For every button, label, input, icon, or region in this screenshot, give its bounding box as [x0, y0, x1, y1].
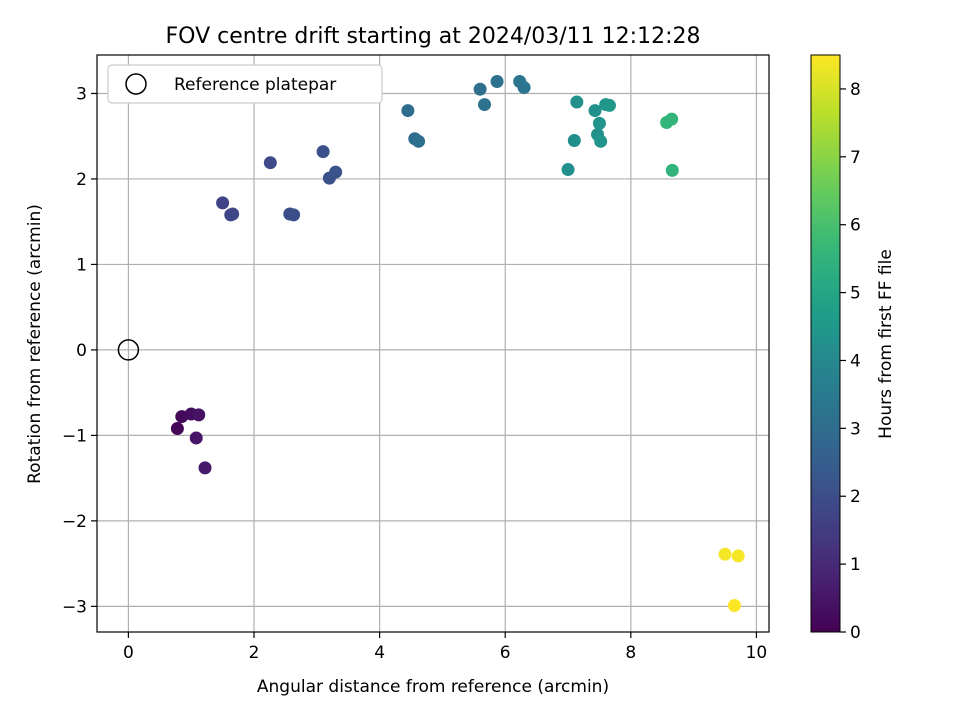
data-point	[665, 163, 679, 177]
y-tick-label: −2	[62, 512, 87, 532]
colorbar-tick-label: 4	[850, 351, 861, 371]
legend-reference-marker	[125, 73, 147, 95]
y-tick-label: 2	[76, 170, 87, 190]
y-tick-label: 0	[76, 341, 87, 361]
data-point	[718, 547, 732, 561]
data-point	[567, 133, 581, 147]
legend-reference-label: Reference platepar	[174, 75, 336, 95]
y-axis-label: Rotation from reference (arcmin)	[25, 204, 45, 484]
data-point	[192, 408, 206, 422]
colorbar-tick-label: 0	[850, 623, 861, 643]
x-tick-label: 4	[374, 643, 385, 663]
reference-marker-group	[117, 339, 140, 361]
legend-box	[107, 64, 383, 104]
chart-title: FOV centre drift starting at 2024/03/11 …	[166, 24, 701, 49]
data-point	[170, 422, 184, 436]
data-point	[263, 156, 277, 170]
y-tick-label: −1	[62, 426, 87, 446]
x-tick-label: 2	[249, 643, 260, 663]
data-point	[412, 134, 426, 148]
data-point	[594, 134, 608, 148]
data-point	[226, 207, 240, 221]
colorbar-label: Hours from first FF file	[876, 249, 896, 439]
data-point	[189, 431, 203, 445]
legend: Reference platepar	[107, 64, 383, 104]
data-point	[570, 95, 584, 109]
grid-lines	[97, 55, 769, 632]
data-point	[316, 145, 330, 159]
data-point	[588, 104, 602, 118]
data-point	[473, 82, 487, 96]
colorbar-tick-label: 2	[850, 487, 861, 507]
y-tick-label: −3	[62, 597, 87, 617]
reference-platepar-marker	[117, 339, 140, 361]
plot-frame	[96, 54, 770, 633]
colorbar	[810, 54, 841, 633]
data-point	[665, 112, 679, 126]
colorbar-tick-label: 5	[850, 284, 861, 304]
colorbar-ticks: 0 1 2 3 4 5 6 7 8	[840, 80, 861, 643]
data-point	[561, 163, 575, 177]
data-point	[592, 116, 606, 130]
y-tick-label: 1	[76, 255, 87, 275]
x-axis-label: Angular distance from reference (arcmin)	[257, 677, 609, 697]
x-tick-label: 10	[746, 643, 768, 663]
data-point	[216, 196, 230, 210]
data-point	[329, 165, 343, 179]
x-axis-ticks: 0 2 4 6 8 10	[123, 632, 767, 663]
x-tick-label: 6	[500, 643, 511, 663]
colorbar-tick-label: 6	[850, 216, 861, 236]
x-tick-label: 0	[123, 643, 134, 663]
colorbar-tick-label: 3	[850, 419, 861, 439]
x-tick-label: 8	[625, 643, 636, 663]
data-point	[287, 208, 301, 222]
data-point	[602, 98, 616, 112]
data-points	[170, 74, 745, 613]
colorbar-tick-label: 1	[850, 555, 861, 575]
y-tick-label: 3	[76, 84, 87, 104]
y-axis-ticks: −3 −2 −1 0 1 2 3	[62, 84, 97, 617]
data-point	[517, 80, 531, 94]
data-point	[198, 461, 212, 475]
colorbar-tick-label: 8	[850, 80, 861, 100]
colorbar-tick-label: 7	[850, 148, 861, 168]
data-point	[727, 599, 741, 613]
data-point	[401, 104, 415, 118]
data-point	[731, 549, 745, 563]
data-point	[490, 74, 504, 88]
data-point	[477, 98, 491, 112]
